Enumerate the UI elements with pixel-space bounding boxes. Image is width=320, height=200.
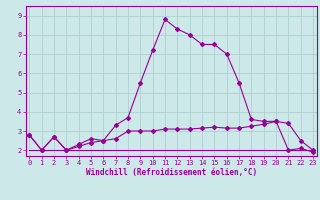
X-axis label: Windchill (Refroidissement éolien,°C): Windchill (Refroidissement éolien,°C) xyxy=(86,168,257,177)
